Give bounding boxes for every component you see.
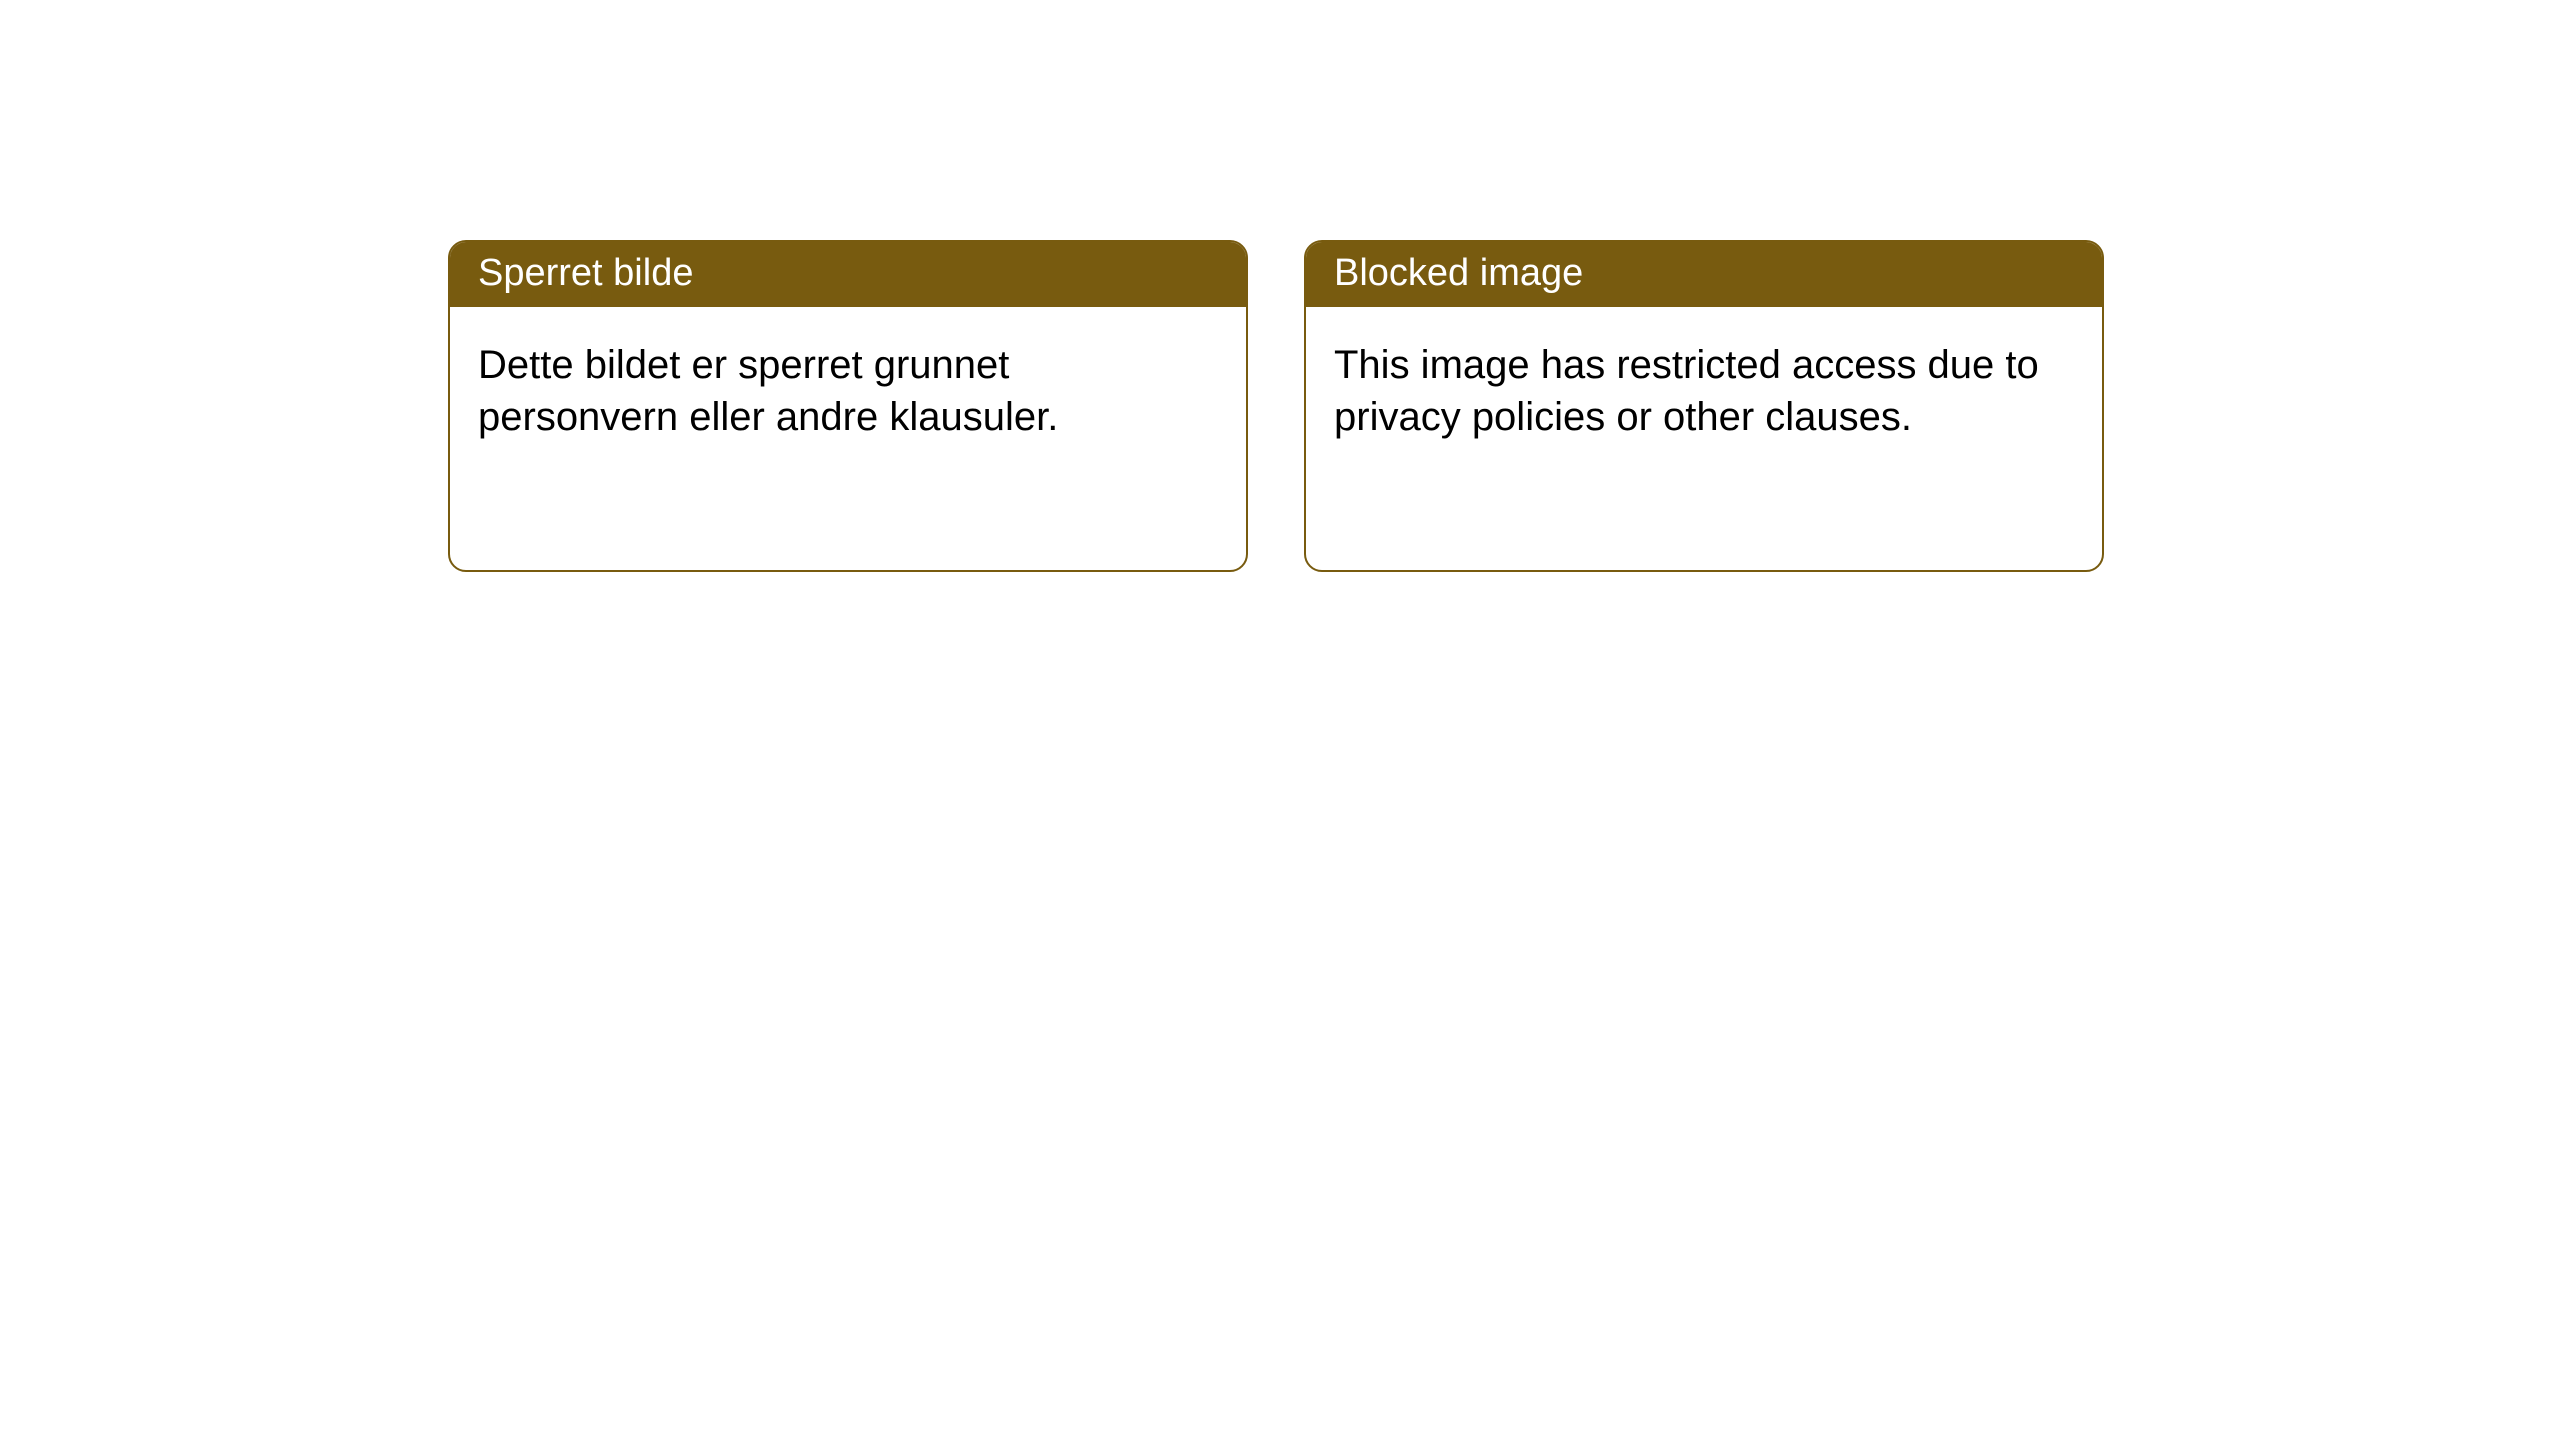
notice-cards-container: Sperret bilde Dette bildet er sperret gr… [448, 240, 2104, 572]
card-body: Dette bildet er sperret grunnet personve… [450, 307, 1246, 475]
notice-card-english: Blocked image This image has restricted … [1304, 240, 2104, 572]
card-header: Blocked image [1306, 242, 2102, 307]
card-header-text: Blocked image [1334, 252, 1583, 294]
card-body-text: Dette bildet er sperret grunnet personve… [478, 343, 1058, 439]
card-header: Sperret bilde [450, 242, 1246, 307]
card-body-text: This image has restricted access due to … [1334, 343, 2039, 439]
notice-card-norwegian: Sperret bilde Dette bildet er sperret gr… [448, 240, 1248, 572]
card-body: This image has restricted access due to … [1306, 307, 2102, 475]
card-header-text: Sperret bilde [478, 252, 693, 294]
